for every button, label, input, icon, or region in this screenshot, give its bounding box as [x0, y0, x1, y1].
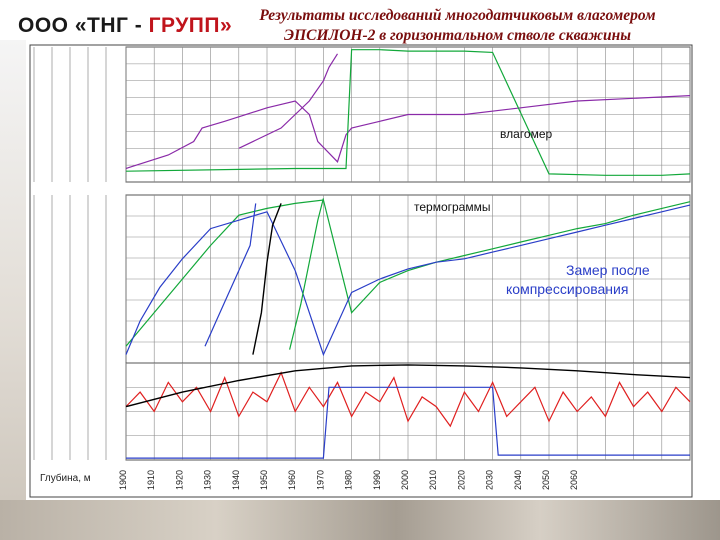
series-thermograms-0 — [125, 199, 691, 347]
x-tick-label: 2050 — [541, 470, 551, 490]
chart-frame — [29, 44, 693, 498]
slide-title: Результаты исследований многодатчиковым … — [205, 6, 710, 46]
x-tick-label: 2030 — [485, 470, 495, 490]
x-tick-label: 1980 — [344, 470, 354, 490]
x-tick-label: 1940 — [231, 470, 241, 490]
series-thermograms-4 — [204, 203, 257, 347]
x-tick-label: 2000 — [400, 470, 410, 490]
series-thermograms-3 — [289, 198, 324, 350]
x-tick-label: 1910 — [146, 470, 156, 490]
series-moisture-2 — [238, 53, 339, 149]
series-thermograms-1 — [125, 204, 691, 357]
x-tick-label: 2040 — [513, 470, 523, 490]
x-axis-label: Глубина, м — [40, 472, 91, 484]
x-tick-label: 1950 — [259, 470, 269, 490]
x-tick-label: 1920 — [174, 470, 184, 490]
left-edge-decoration — [0, 40, 26, 500]
series-thermograms-2 — [252, 203, 282, 355]
bottom-photo-strip — [0, 500, 720, 540]
x-tick-label: 1970 — [315, 470, 325, 490]
annotation-after-line2: компрессирования — [506, 281, 629, 297]
x-tick-label: 1930 — [203, 470, 213, 490]
series-bottom-0 — [125, 371, 691, 428]
series-bottom-1 — [125, 364, 691, 408]
x-tick-label: 2020 — [456, 470, 466, 490]
x-tick-label: 1900 — [118, 470, 128, 490]
x-tick-label: 1960 — [287, 470, 297, 490]
annotation-moisture: влагомер — [500, 127, 553, 141]
annotation-thermograms: термограммы — [414, 200, 491, 214]
x-tick-label: 2010 — [428, 470, 438, 490]
series-moisture-0 — [125, 95, 691, 170]
title-line-1: Результаты исследований многодатчиковым … — [259, 7, 656, 24]
x-tick-label: 1990 — [372, 470, 382, 490]
annotation-after-line1: Замер после — [566, 262, 650, 278]
title-line-2: ЭПСИЛОН-2 в горизонтальном стволе скважи… — [284, 27, 631, 44]
x-tick-label: 2060 — [569, 470, 579, 490]
company-logo: ООО «ТНГ - ГРУПП» — [18, 14, 233, 37]
series-moisture-1 — [125, 49, 691, 176]
series-bottom-2 — [126, 386, 690, 459]
